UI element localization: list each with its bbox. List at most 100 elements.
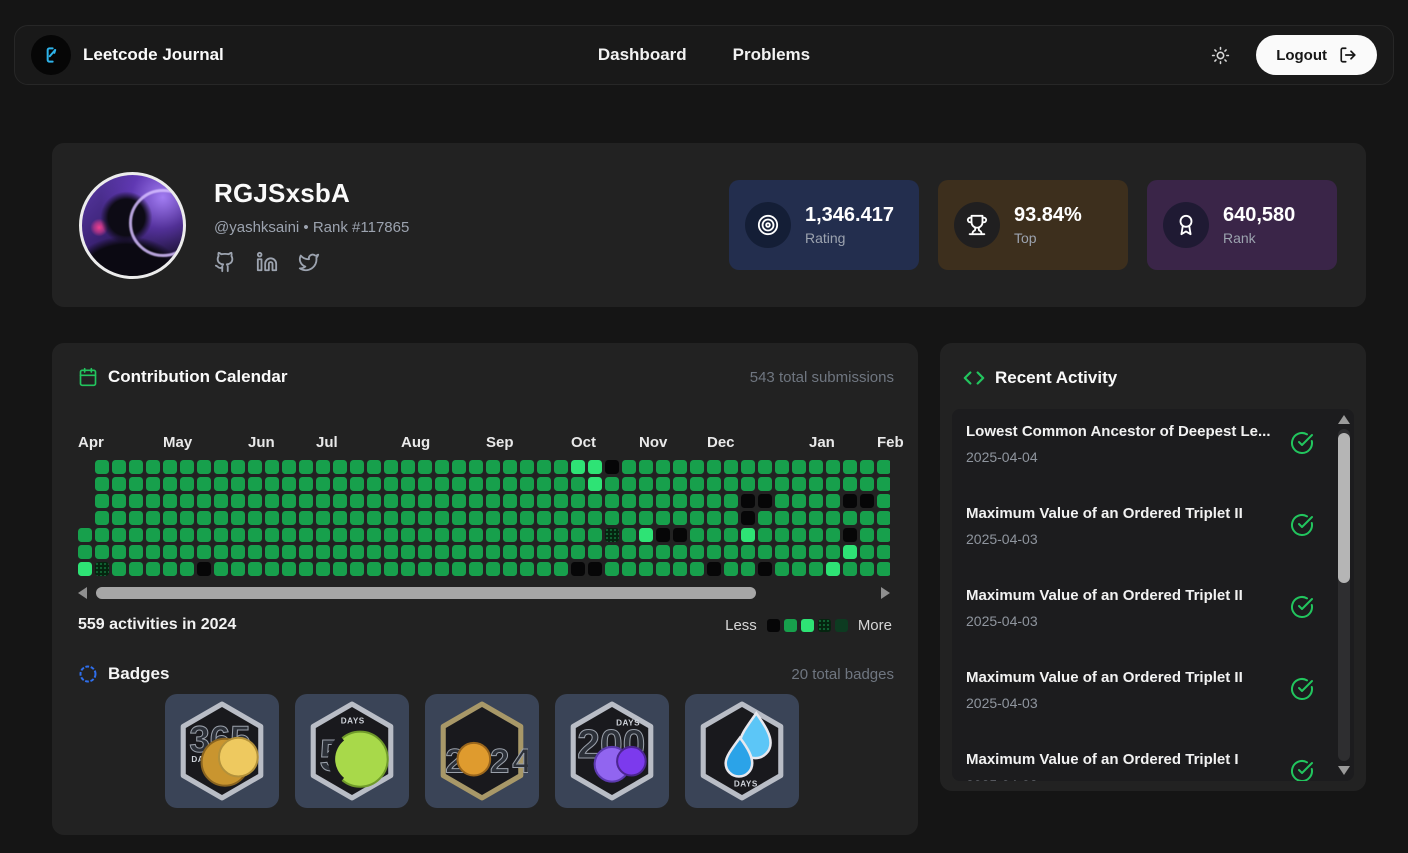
month-label: Oct (571, 434, 597, 451)
contribution-cell (792, 562, 806, 576)
contribution-cell (707, 528, 721, 542)
contribution-cell (452, 528, 466, 542)
contribution-cell (673, 511, 687, 525)
contribution-cell (95, 477, 109, 491)
logout-button[interactable]: Logout (1256, 35, 1377, 75)
contribution-cell (146, 460, 160, 474)
hscrollbar-thumb[interactable] (96, 587, 756, 599)
contribution-cell (401, 477, 415, 491)
brand[interactable]: Leetcode Journal (31, 35, 224, 75)
contribution-cell (469, 545, 483, 559)
vscrollbar-thumb[interactable] (1338, 433, 1350, 583)
contribution-cell (503, 545, 517, 559)
scroll-down-arrow[interactable] (1338, 766, 1350, 775)
activity-item[interactable]: Lowest Common Ancestor of Deepest Le... … (952, 409, 1354, 491)
problem-date: 2025-04-03 (966, 777, 1284, 781)
nav-link-dashboard[interactable]: Dashboard (597, 45, 687, 64)
contribution-cell (707, 545, 721, 559)
badge-50-days[interactable]: DAYS 50 (295, 694, 409, 808)
theme-toggle-button[interactable] (1211, 46, 1230, 65)
contribution-cell (639, 562, 653, 576)
contribution-cell (248, 528, 262, 542)
contribution-cell (860, 562, 874, 576)
contribution-cell (299, 494, 313, 508)
contribution-cell (316, 494, 330, 508)
contribution-cell (265, 460, 279, 474)
contribution-cell (588, 545, 602, 559)
rank-label: Rank (1223, 230, 1256, 246)
contribution-cell (826, 562, 840, 576)
rating-label: Rating (805, 230, 846, 246)
contribution-cell (707, 494, 721, 508)
contribution-cell (707, 511, 721, 525)
contribution-cell (571, 545, 585, 559)
twitter-icon[interactable] (298, 251, 320, 273)
contribution-cell (554, 511, 568, 525)
contribution-cell (452, 460, 466, 474)
legend-level-square (783, 618, 797, 632)
contribution-cell (197, 528, 211, 542)
contribution-cell (248, 511, 262, 525)
contribution-cell (843, 545, 857, 559)
scroll-right-arrow[interactable] (881, 587, 890, 599)
contribution-cell (622, 494, 636, 508)
contribution-cell (435, 477, 449, 491)
nav-link-problems[interactable]: Problems (732, 45, 811, 64)
badge-365-days[interactable]: 365 DAYS (165, 694, 279, 808)
contribution-cell (469, 562, 483, 576)
contribution-cell (809, 511, 823, 525)
contribution-cell (503, 460, 517, 474)
profile-handle: @yashksaini • Rank #117865 (214, 218, 410, 236)
contribution-cell (163, 528, 177, 542)
contribution-cell (333, 562, 347, 576)
check-circle-icon (1291, 432, 1313, 454)
contribution-cell (418, 494, 432, 508)
contribution-cell (656, 460, 670, 474)
scroll-up-arrow[interactable] (1338, 415, 1350, 424)
activity-item[interactable]: Maximum Value of an Ordered Triplet I 20… (952, 737, 1354, 781)
code-icon (963, 371, 985, 385)
contribution-cell (316, 545, 330, 559)
contribution-cell (435, 562, 449, 576)
contribution-cell (877, 562, 890, 576)
contribution-cell (571, 494, 585, 508)
contribution-cell (673, 528, 687, 542)
contribution-cell (860, 545, 874, 559)
contribution-cell (673, 477, 687, 491)
contribution-cell (401, 562, 415, 576)
contribution-cell (95, 494, 109, 508)
contribution-cell (418, 528, 432, 542)
activity-item[interactable]: Maximum Value of an Ordered Triplet II 2… (952, 573, 1354, 655)
contribution-cell (605, 511, 619, 525)
nav-links: Dashboard Problems (598, 45, 810, 65)
contribution-cell (418, 477, 432, 491)
contribution-cell (724, 477, 738, 491)
contribution-cell (571, 511, 585, 525)
github-icon[interactable] (214, 251, 236, 273)
activity-item[interactable]: Maximum Value of an Ordered Triplet II 2… (952, 491, 1354, 573)
contribution-cell (877, 494, 890, 508)
scroll-left-arrow[interactable] (78, 587, 87, 599)
contribution-cell (843, 511, 857, 525)
contribution-legend: Less More (725, 617, 892, 634)
contribution-cell (163, 460, 177, 474)
rank-value: 640,580 (1223, 204, 1296, 226)
contribution-cell (197, 460, 211, 474)
contribution-cell (367, 511, 381, 525)
contribution-cell (333, 528, 347, 542)
contribution-cell (605, 477, 619, 491)
contribution-cell (741, 511, 755, 525)
badge-annual-2024[interactable]: 2024 (425, 694, 539, 808)
contribution-cell (180, 511, 194, 525)
activity-item[interactable]: Maximum Value of an Ordered Triplet II 2… (952, 655, 1354, 737)
contribution-cell (146, 562, 160, 576)
badge-200-days[interactable]: DAYS 200 (555, 694, 669, 808)
contribution-cell (435, 460, 449, 474)
badge-100-days[interactable]: DAYS (685, 694, 799, 808)
contribution-cell (724, 545, 738, 559)
linkedin-icon[interactable] (256, 251, 278, 273)
month-label: Feb (877, 434, 904, 451)
contribution-cell (248, 494, 262, 508)
contribution-cell (588, 528, 602, 542)
contribution-cell (78, 545, 92, 559)
